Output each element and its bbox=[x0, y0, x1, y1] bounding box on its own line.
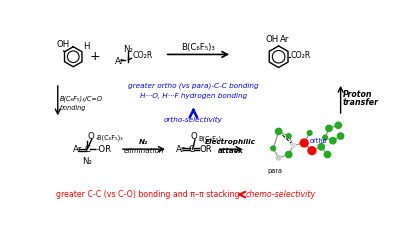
Circle shape bbox=[334, 121, 342, 129]
Circle shape bbox=[325, 125, 333, 132]
Text: N₂: N₂ bbox=[82, 157, 92, 166]
Text: greater ortho (vs para)-C-C bonding: greater ortho (vs para)-C-C bonding bbox=[128, 83, 259, 89]
Circle shape bbox=[300, 138, 309, 148]
Circle shape bbox=[322, 134, 328, 141]
Text: chemo-selectivity: chemo-selectivity bbox=[246, 190, 316, 199]
Circle shape bbox=[276, 155, 282, 161]
Text: Ar: Ar bbox=[280, 35, 290, 44]
Text: CO₂R: CO₂R bbox=[132, 51, 152, 60]
Text: -B(C₆F₅)₃: -B(C₆F₅)₃ bbox=[96, 135, 124, 142]
Circle shape bbox=[307, 146, 317, 155]
Circle shape bbox=[270, 145, 276, 151]
Text: B(C₆F₅)₃: B(C₆F₅)₃ bbox=[181, 43, 215, 52]
Circle shape bbox=[285, 151, 292, 158]
Text: elimination: elimination bbox=[124, 148, 164, 154]
Text: OR: OR bbox=[200, 145, 212, 154]
Text: B(C₆F₅)₃/C=O: B(C₆F₅)₃/C=O bbox=[60, 96, 103, 102]
Circle shape bbox=[286, 133, 292, 139]
Text: bonding: bonding bbox=[60, 105, 86, 111]
Circle shape bbox=[337, 132, 344, 140]
Text: H: H bbox=[83, 42, 89, 51]
Text: OH: OH bbox=[266, 35, 279, 44]
Text: N₂: N₂ bbox=[123, 44, 133, 54]
Text: greater C-C (vs C-O) bonding and π–π stacking: greater C-C (vs C-O) bonding and π–π sta… bbox=[56, 190, 240, 199]
Text: attack: attack bbox=[218, 148, 244, 154]
Text: ortho-selectivity: ortho-selectivity bbox=[164, 117, 223, 123]
Text: N₂: N₂ bbox=[139, 139, 148, 145]
Text: Electrophilic: Electrophilic bbox=[205, 139, 256, 145]
Circle shape bbox=[317, 143, 325, 151]
Text: O: O bbox=[88, 132, 94, 141]
Text: para: para bbox=[267, 169, 282, 174]
Text: C: C bbox=[189, 145, 195, 154]
Text: CO₂R: CO₂R bbox=[290, 51, 310, 60]
Text: ortho: ortho bbox=[310, 138, 327, 144]
Text: transfer: transfer bbox=[343, 98, 379, 107]
Text: OH: OH bbox=[56, 41, 70, 49]
Text: B(C₆F₅)₃: B(C₆F₅)₃ bbox=[199, 136, 224, 142]
Text: -OR: -OR bbox=[96, 145, 112, 154]
Circle shape bbox=[290, 142, 296, 148]
Text: Proton: Proton bbox=[343, 90, 372, 99]
Text: Ar: Ar bbox=[176, 145, 186, 154]
Circle shape bbox=[329, 137, 337, 144]
Text: +: + bbox=[90, 50, 100, 63]
Circle shape bbox=[275, 128, 282, 135]
Circle shape bbox=[324, 151, 331, 158]
Text: O: O bbox=[191, 132, 198, 142]
Circle shape bbox=[306, 130, 313, 136]
Text: Ar: Ar bbox=[73, 145, 83, 154]
Text: C: C bbox=[84, 145, 90, 154]
Text: H···O, H···F hydrogen bonding: H···O, H···F hydrogen bonding bbox=[140, 93, 247, 99]
Text: Ar: Ar bbox=[115, 57, 124, 66]
